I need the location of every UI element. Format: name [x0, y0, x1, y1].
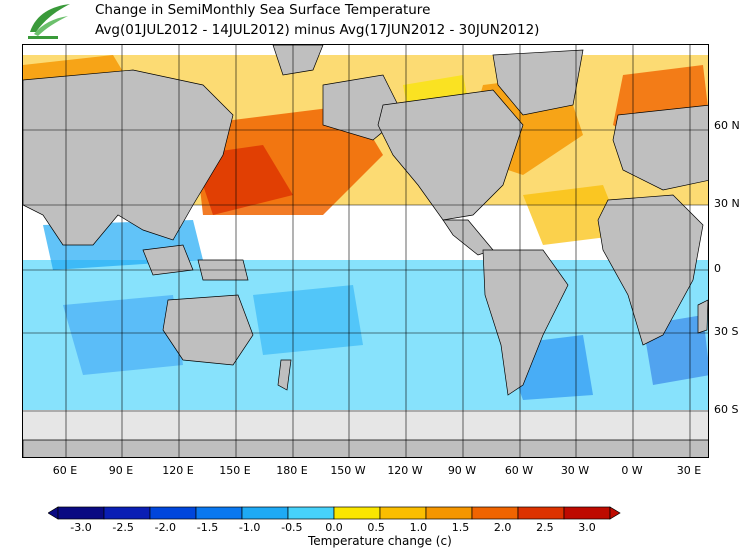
colorbar-segment	[195, 506, 243, 520]
lat-label-30n: 30 N	[714, 197, 740, 210]
page-subtitle: Avg(01JUL2012 - 14JUL2012) minus Avg(17J…	[95, 22, 540, 38]
colorbar-segment	[563, 506, 611, 520]
colorbar-arrow-left	[48, 506, 59, 520]
colorbar-segment	[425, 506, 473, 520]
lat-label-30s: 30 S	[714, 325, 739, 338]
lon-label: 180 E	[276, 464, 308, 477]
colorbar-tick-label: 0.0	[325, 521, 343, 534]
colorbar-tick-label: 3.0	[578, 521, 596, 534]
lon-label: 120 E	[162, 464, 194, 477]
lon-label: 30 W	[560, 464, 590, 477]
lon-label: 60 W	[504, 464, 534, 477]
colorbar-tick-label: -0.5	[281, 521, 303, 534]
colorbar-tick-label: 0.5	[367, 521, 385, 534]
colorbar-tick-label: -2.5	[112, 521, 134, 534]
lon-label: 60 E	[52, 464, 78, 477]
lon-label: 150 E	[219, 464, 251, 477]
page-title: Change in SemiMonthly Sea Surface Temper…	[95, 2, 431, 18]
colorbar-tick-label: -1.0	[238, 521, 261, 534]
colorbar-segment	[287, 506, 335, 520]
colorbar-segment	[241, 506, 289, 520]
colorbar-tick-label: -1.5	[196, 521, 219, 534]
lat-label-60n: 60 N	[714, 119, 740, 132]
colorbar-segment	[103, 506, 151, 520]
colorbar-tick-label: 1.5	[451, 521, 470, 534]
colorbar-segment	[379, 506, 427, 520]
colorbar-tick-label: -3.0	[70, 521, 92, 534]
colorbar-segment	[471, 506, 519, 520]
colorbar-arrow-right	[609, 506, 621, 520]
colorbar-tick-label: 2.0	[493, 521, 512, 534]
lon-label: 90 W	[447, 464, 477, 477]
colorbar-segment	[149, 506, 197, 520]
lon-label: 90 E	[108, 464, 134, 477]
colorbar-tick-label: 1.0	[409, 521, 428, 534]
colorbar-title: Temperature change (c)	[308, 534, 452, 548]
lat-label-0: 0	[714, 262, 721, 275]
lon-label: 150 W	[330, 464, 366, 477]
graticule	[23, 45, 708, 457]
colorbar-segment	[57, 506, 105, 520]
lon-label: 30 E	[676, 464, 702, 477]
lon-label: 0 W	[621, 464, 643, 477]
colorbar	[48, 506, 621, 520]
agency-logo-icon	[28, 4, 70, 39]
colorbar-tick-label: -2.0	[154, 521, 177, 534]
sst-change-map	[22, 44, 709, 458]
colorbar-tick-label: 2.5	[536, 521, 554, 534]
colorbar-segment	[333, 506, 381, 520]
lon-label: 120 W	[387, 464, 423, 477]
colorbar-segment	[517, 506, 565, 520]
lat-label-60s: 60 S	[714, 403, 739, 416]
